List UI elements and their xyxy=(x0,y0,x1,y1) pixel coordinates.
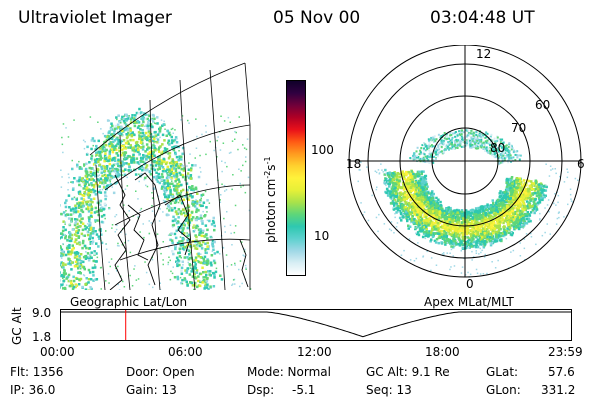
colorbar-label: photon cm-2s-1 xyxy=(263,156,278,243)
timeline-tick-0600: 06:00 xyxy=(168,345,203,359)
info-dsp-label: Dsp: xyxy=(247,383,275,397)
info-glon-label: GLon: xyxy=(486,383,521,397)
polar-mlat-mlt-plot xyxy=(348,45,582,278)
timeline-axis-label: GC Alt xyxy=(10,307,24,345)
timeline-tick-0000: 00:00 xyxy=(40,345,75,359)
timeline-plot xyxy=(60,309,572,341)
timeline-tick-2359: 23:59 xyxy=(548,345,583,359)
colorbar-tick-10: 10 xyxy=(314,229,330,243)
timeline-ymax: 9.0 xyxy=(32,306,52,320)
polar-aurora-oval xyxy=(357,129,579,278)
timeline-ymin: 1.8 xyxy=(32,330,52,344)
info-glon-value: 331.2 xyxy=(541,383,576,397)
geo-grid-lines xyxy=(89,62,251,290)
info-mode: Mode: Normal xyxy=(247,365,331,379)
colorbar-label-exp1: -2 xyxy=(263,170,272,179)
info-ip: IP: 36.0 xyxy=(10,383,56,397)
colorbar-label-unit: photon cm xyxy=(264,178,278,243)
mlt-label-18: 18 xyxy=(346,157,362,171)
info-door: Door: Open xyxy=(126,365,195,379)
info-gain: Gain: 13 xyxy=(126,383,177,397)
instrument-title: Ultraviolet Imager xyxy=(18,8,172,28)
geo-aurora xyxy=(60,107,252,290)
timeline-tick-1800: 18:00 xyxy=(425,345,460,359)
geo-coastlines xyxy=(109,172,249,290)
info-glat-value: 57.6 xyxy=(548,365,575,379)
mlt-label-0: 0 xyxy=(466,277,474,291)
info-dsp-value: -5.1 xyxy=(292,383,316,397)
mlat-label-60: 60 xyxy=(535,98,551,112)
mlat-label-80: 80 xyxy=(490,141,506,155)
mlt-label-12: 12 xyxy=(476,47,492,61)
colorbar-tick-100: 100 xyxy=(311,143,334,157)
colorbar xyxy=(286,80,306,276)
mlt-label-6: 6 xyxy=(577,157,585,171)
polar-caption: Apex MLat/MLT xyxy=(424,295,514,309)
info-glat-label: GLat: xyxy=(486,365,519,379)
timeline-tick-1200: 12:00 xyxy=(297,345,332,359)
info-flt: Flt: 1356 xyxy=(10,365,64,379)
info-gcalt: GC Alt: 9.1 Re xyxy=(366,365,450,379)
timeline-altitude-curve xyxy=(60,311,572,338)
geo-caption: Geographic Lat/Lon xyxy=(70,295,188,309)
timeline-frame xyxy=(60,309,572,341)
info-seq: Seq: 13 xyxy=(366,383,412,397)
time-label: 03:04:48 UT xyxy=(430,8,535,28)
colorbar-label-s: s xyxy=(264,164,278,171)
geographic-map xyxy=(60,62,252,290)
polar-grid xyxy=(348,45,582,278)
mlat-label-70: 70 xyxy=(511,121,527,135)
date-label: 05 Nov 00 xyxy=(273,8,361,28)
colorbar-label-exp2: -1 xyxy=(263,156,272,165)
